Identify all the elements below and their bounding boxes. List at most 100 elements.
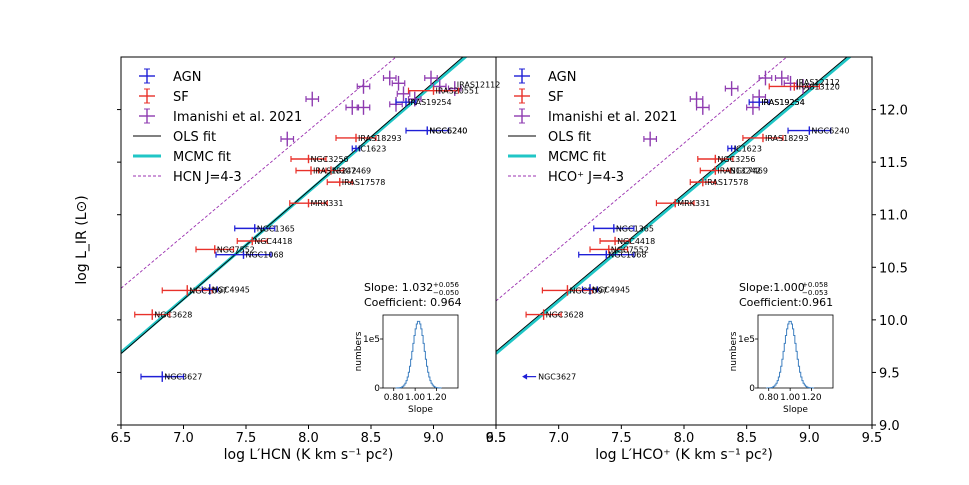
sf-label-5: MRK331 — [677, 199, 710, 208]
sf-point-8 — [541, 285, 594, 296]
y-tick-label: 10.0 — [879, 314, 908, 329]
inset-y-tick-label: 1e5 — [738, 335, 755, 345]
inset-x-tick-label: 0.80 — [759, 393, 779, 403]
transition-line — [496, 57, 788, 302]
agn-point-5 — [727, 145, 736, 152]
imanishi-point-7 — [396, 86, 411, 102]
agn-label-5: NGC3627 — [164, 373, 202, 382]
agn-label-0: NGC6240 — [811, 127, 849, 136]
inset-x-tick-label: 0.80 — [384, 393, 404, 403]
extra-label-0: IRAS12112 — [457, 80, 501, 89]
imanishi-point-5 — [752, 89, 767, 105]
sf-point-0 — [407, 86, 460, 95]
sf-label-4: NGC7469 — [333, 167, 371, 176]
sf-label-0: IRAS13120 — [796, 82, 840, 91]
agn-point-3 — [578, 250, 635, 259]
x-tick-label: 9.5 — [486, 431, 507, 446]
agn-point-1 — [395, 98, 417, 107]
sf-label-2: NGC3256 — [717, 155, 755, 164]
agn-point-6 — [351, 145, 361, 152]
agn-label-2: NGC1365 — [616, 224, 654, 233]
inset-y-tick-label: 0 — [374, 384, 380, 394]
fit-slope-sub: −0.050 — [433, 289, 459, 297]
fit-slope-sup: +0.056 — [433, 281, 459, 289]
sf-point-9 — [161, 285, 213, 296]
y-tick-label: 11.5 — [879, 156, 908, 171]
legend-label-5: HCO⁺ J=4-3 — [548, 170, 624, 185]
inset-frame — [757, 314, 834, 389]
panel-hcn: IRAS20551 IRAS18293 NGC3256 IRAS13242NGC746… — [111, 56, 507, 463]
agn-point-5 — [140, 371, 185, 382]
sf-label-3: IRAS13242 — [717, 167, 761, 176]
legend-label-1: SF — [548, 90, 564, 105]
sf-point-4 — [689, 177, 716, 187]
sf-label-8: NGC7552 — [217, 245, 255, 254]
imanishi-point-0 — [643, 131, 658, 147]
fit-slope-sup: +0.058 — [802, 281, 828, 289]
imanishi-point-7 — [774, 70, 789, 86]
sf-point-5 — [655, 198, 695, 208]
agn-point-1 — [748, 98, 770, 107]
imanishi-point-3 — [724, 81, 739, 96]
sf-point-0 — [768, 82, 820, 91]
y-tick-label: 10.5 — [879, 261, 908, 276]
sf-label-7: NGC4418 — [254, 237, 292, 246]
sf-point-1 — [742, 133, 784, 143]
sf-label-6: NGC4418 — [617, 237, 655, 246]
imanishi-point-6 — [758, 70, 773, 86]
agn-label-3: NGC1068 — [608, 251, 646, 260]
sf-label-5: IRAS17578 — [342, 178, 386, 187]
agn-label-0: NGC6240 — [429, 127, 467, 136]
transition-line — [121, 57, 397, 289]
imanishi-point-2 — [695, 100, 710, 115]
imanishi-point-0 — [280, 131, 295, 147]
legend-label-2: Imanishi et al. 2021 — [548, 110, 677, 125]
sf-point-10 — [134, 309, 171, 320]
agn-label-4: NGC4945 — [592, 285, 630, 294]
sf-label-9: NGC1097 — [189, 286, 227, 295]
x-tick-label: 9.0 — [799, 431, 820, 446]
legend-label-3: OLS fit — [173, 130, 216, 145]
extra-label-1: IRAS19254 — [761, 98, 805, 107]
inset-y-tick-label: 0 — [749, 384, 755, 394]
ols-fit-line — [121, 57, 464, 355]
x-tick-label: 6.5 — [486, 431, 507, 446]
extra-label-2: NGC7469 — [730, 167, 768, 176]
y-tick-label: 9.5 — [879, 366, 900, 381]
x-axis-label: log L′HCN (K km s⁻¹ pc²) — [224, 447, 394, 463]
fit-coefficient-text: Coefficient:0.961 — [739, 296, 833, 309]
imanishi-point-6 — [391, 75, 406, 91]
legend-label-4: MCMC fit — [548, 150, 606, 165]
agn-label-3: NGC1068 — [246, 251, 284, 260]
agn-label-4: NGC4945 — [212, 285, 250, 294]
x-axis-label: log L′HCO⁺ (K km s⁻¹ pc²) — [595, 447, 773, 463]
plot-area — [496, 57, 852, 380]
y-tick-label: 12.0 — [879, 104, 908, 119]
agn-label-1: IRAS19254 — [761, 98, 805, 107]
x-tick-label: 7.0 — [173, 431, 194, 446]
imanishi-point-4 — [356, 79, 371, 94]
y-tick-label: 11.0 — [879, 209, 908, 224]
imanishi-point-8 — [407, 91, 422, 107]
sf-label-0: IRAS20551 — [436, 87, 480, 96]
plot-area — [121, 57, 468, 382]
imanishi-point-5 — [382, 70, 397, 86]
inset-y-tick-label: 1e5 — [363, 335, 380, 345]
inset-xlabel: Slope — [783, 405, 808, 415]
legend-label-0: AGN — [173, 70, 201, 85]
inset-hist-steps — [766, 320, 815, 389]
sf-point-1 — [335, 133, 377, 143]
sf-point-5 — [326, 177, 353, 187]
x-tick-label: 8.0 — [298, 431, 319, 446]
inset-hist-steps — [395, 320, 442, 389]
inset-histogram: 0.80 1.00 1.20 Slope 1e5 0 numbers — [354, 314, 459, 415]
fit-slope-sub: −0.053 — [802, 289, 828, 297]
x-tick-label: 8.5 — [361, 431, 382, 446]
x-tick-label: 8.5 — [736, 431, 757, 446]
x-tick-label: 7.5 — [236, 431, 257, 446]
sf-label-7: NGC7552 — [611, 245, 649, 254]
x-tick-label: 6.5 — [111, 431, 132, 446]
extra-label-0: IRAS12112 — [796, 78, 840, 87]
